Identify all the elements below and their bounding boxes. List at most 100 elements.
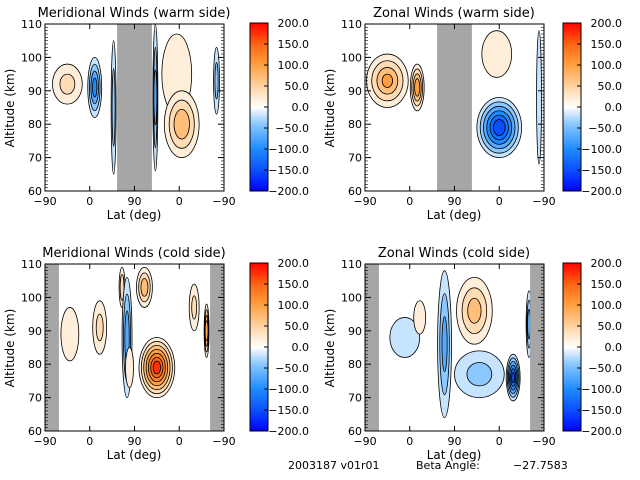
y-tick-label: 60 (28, 185, 42, 198)
colorbar-tick-label: 200.0 (278, 17, 310, 30)
contour-feature (213, 46, 220, 115)
contour-level (173, 108, 190, 140)
contour-level (60, 307, 80, 362)
masked-band (210, 264, 224, 431)
footer-beta-label: Beta Angle: (416, 459, 480, 472)
colorbar-tick-label: 50.0 (285, 80, 310, 93)
colorbar-tick-label: 100.0 (278, 59, 310, 72)
x-tick-label: 0 (176, 195, 183, 208)
contour-level (204, 320, 209, 342)
colorbar: 200.0 150.0 100.0 50.0 0.0 −50.0 −100.0 −150.0 −… (249, 257, 310, 438)
contour-feature (87, 57, 103, 118)
colorbar-tick-label: −150.0 (268, 164, 309, 177)
contour-level (492, 119, 506, 136)
y-axis-label: Altitude (km) (3, 309, 17, 388)
contour-feature (203, 303, 210, 358)
y-axis-label: Altitude (km) (3, 69, 17, 148)
colorbar-tick-label: 100.0 (278, 299, 310, 312)
x-tick-label: 0 (86, 195, 93, 208)
y-tick-label: 80 (28, 118, 42, 131)
colorbar-tick-label: −50.0 (588, 122, 622, 135)
y-tick-label: 90 (348, 325, 362, 338)
colorbar-tick-label: 150.0 (278, 278, 310, 291)
footer-beta-value: −27.7583 (513, 459, 568, 472)
x-tick-label: −90 (532, 195, 555, 208)
y-tick-label: 60 (348, 185, 362, 198)
y-tick-label: 60 (28, 425, 42, 438)
colorbar-tick-label: 0.0 (605, 341, 623, 354)
panel-zonal-warm: Zonal Winds (warm side) −90 0 90 0 −90607080… (323, 6, 622, 222)
colorbar: 200.0 150.0 100.0 50.0 0.0 −50.0 −100.0 −150.0 −… (562, 257, 623, 438)
contour-feature (481, 30, 513, 78)
colorbar-tick-label: 100.0 (591, 59, 623, 72)
y-tick-label: 80 (348, 358, 362, 371)
colorbar-tick-label: 50.0 (598, 80, 623, 93)
contour-level (466, 362, 493, 387)
contour-level (481, 30, 513, 78)
contour-level (413, 300, 427, 335)
contour-feature (409, 63, 425, 112)
panel-meridional-warm: Meridional Winds (warm side) −90 0 90 0 −906… (3, 6, 309, 222)
contour-level (214, 62, 219, 100)
colorbar-tick-label: −200.0 (268, 185, 309, 198)
contour-feature (138, 337, 176, 399)
contour-level (59, 73, 76, 95)
colorbar-tick-label: 200.0 (591, 17, 623, 30)
contour-level (125, 347, 134, 388)
x-tick-label: 90 (128, 195, 142, 208)
x-tick-label: 90 (128, 435, 142, 448)
x-axis-label: Lat (deg) (427, 208, 482, 222)
colorbar-tick-label: −50.0 (275, 122, 309, 135)
panel-title: Meridional Winds (cold side) (42, 246, 225, 261)
contour-level (153, 69, 158, 126)
x-tick-label: −90 (212, 195, 235, 208)
contour-level (511, 372, 516, 384)
x-tick-label: −90 (353, 195, 376, 208)
colorbar-tick-label: 150.0 (591, 38, 623, 51)
contour-feature (505, 353, 521, 402)
colorbar-tick-label: 200.0 (278, 257, 310, 270)
colorbar-tick-label: −100.0 (268, 383, 309, 396)
y-tick-label: 110 (21, 258, 42, 271)
x-tick-label: −90 (33, 435, 56, 448)
y-tick-label: 90 (348, 85, 362, 98)
y-tick-label: 100 (341, 51, 362, 64)
x-tick-label: 0 (496, 435, 503, 448)
masked-band (117, 24, 152, 191)
panel-title: Zonal Winds (cold side) (378, 246, 530, 261)
contour-feature (456, 276, 493, 345)
colorbar-tick-label: 50.0 (285, 320, 310, 333)
x-axis-label: Lat (deg) (107, 448, 162, 462)
x-tick-label: −90 (532, 435, 555, 448)
contour-level (381, 73, 393, 88)
y-axis-label: Altitude (km) (323, 309, 337, 388)
contour-level (441, 316, 448, 373)
masked-band (45, 264, 59, 431)
contour-feature (52, 63, 83, 105)
contour-level (95, 313, 104, 342)
colorbar-tick-label: −200.0 (581, 185, 622, 198)
y-tick-label: 70 (28, 392, 42, 405)
colorbar-tick-label: −150.0 (581, 164, 622, 177)
y-tick-label: 70 (348, 392, 362, 405)
colorbar-tick-label: 0.0 (605, 101, 623, 114)
y-tick-label: 110 (341, 18, 362, 31)
contour-level (111, 68, 116, 147)
panel-title: Meridional Winds (warm side) (38, 6, 231, 21)
contour-feature (536, 30, 542, 165)
y-tick-label: 80 (348, 118, 362, 131)
y-tick-label: 70 (348, 152, 362, 165)
colorbar-tick-label: 0.0 (292, 101, 310, 114)
contour-level (152, 360, 162, 375)
x-tick-label: 0 (496, 195, 503, 208)
contour-feature (92, 300, 108, 355)
y-tick-label: 90 (28, 325, 42, 338)
contour-level (191, 295, 198, 320)
contour-feature (125, 347, 134, 388)
x-tick-label: 0 (406, 195, 413, 208)
colorbar-tick-label: −100.0 (581, 383, 622, 396)
colorbar-tick-label: 150.0 (278, 38, 310, 51)
contour-feature (163, 90, 200, 158)
contour-feature (413, 300, 427, 335)
